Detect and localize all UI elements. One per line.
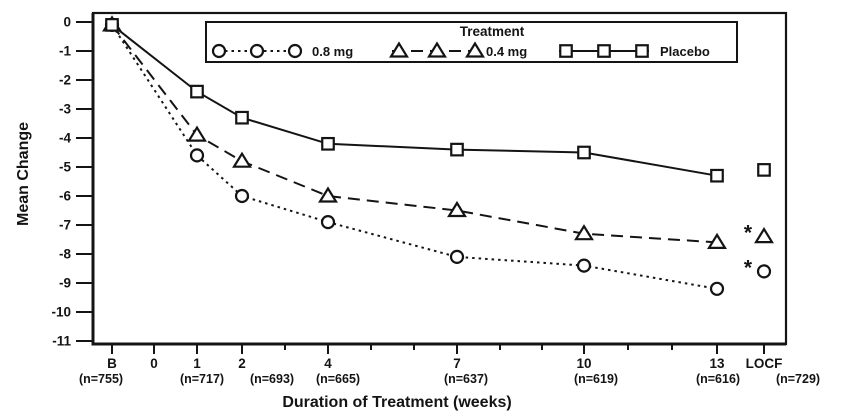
marker-0-4-mg [187, 125, 207, 142]
y-tick-label: -10 [51, 305, 71, 320]
marker-placebo [321, 136, 335, 151]
legend-marker-0-8-mg [211, 43, 227, 59]
legend-marker-placebo [635, 44, 649, 58]
x-tick-label: 0 [150, 356, 158, 371]
marker-0-8-mg [189, 148, 205, 163]
y-tick-label: 0 [63, 15, 71, 30]
locf-marker-0-4-mg [754, 227, 774, 244]
y-tick-label: -11 [52, 334, 71, 349]
sample-size-label: (n=755) [79, 372, 123, 386]
marker-0-8-mg [449, 249, 465, 264]
marker-0-8-mg [709, 281, 725, 296]
y-tick-label: -6 [59, 189, 71, 204]
x-tick-label: 4 [324, 356, 332, 371]
marker-placebo [105, 18, 119, 32]
locf-marker-0-8-mg [756, 264, 772, 279]
legend-marker-0-4-mg [427, 41, 447, 58]
legend-marker-placebo [597, 44, 611, 58]
marker-0-8-mg [234, 188, 250, 204]
legend-label-0-8-mg: 0.8 mg [312, 44, 353, 59]
significance-asterisk-0-4-mg: * [744, 222, 753, 245]
marker-0-4-mg [318, 186, 338, 203]
marker-0-4-mg [447, 200, 467, 218]
marker-0-8-mg [576, 258, 592, 273]
series-line-0-4-mg [111, 24, 718, 244]
legend-marker-placebo [559, 44, 573, 58]
sample-size-label: (n=665) [316, 372, 360, 386]
y-tick-label: -8 [59, 247, 71, 262]
legend-title: Treatment [460, 24, 525, 39]
legend-marker-0-4-mg [389, 41, 409, 58]
locf-marker-placebo [757, 163, 771, 177]
x-tick-label: 7 [453, 356, 461, 371]
sample-size-label: (n=619) [574, 372, 618, 386]
sample-size-label: (n=616) [696, 372, 740, 386]
legend-label-0-4-mg: 0.4 mg [486, 44, 527, 59]
legend-marker-0-8-mg [249, 43, 265, 59]
y-tick-label: -7 [59, 218, 71, 233]
significance-asterisk-0-8-mg: * [744, 256, 753, 279]
x-tick-label: B [107, 356, 117, 371]
marker-placebo [710, 168, 724, 183]
plot-layer: 0 -1 -2 -3 -4 -5 -6 -7 -8 -9 -10 -11 B(n=755) 0 1(n=71… [51, 11, 820, 386]
marker-placebo [235, 110, 249, 125]
x-tick-label: 1 [193, 356, 201, 371]
y-tick-label: -3 [59, 102, 71, 117]
sample-size-label: (n=729) [776, 372, 820, 386]
marker-0-8-mg [320, 215, 336, 230]
x-tick-label: 10 [576, 356, 591, 371]
y-tick-label: -2 [59, 73, 71, 88]
sample-size-label: (n=637) [444, 372, 488, 386]
sample-size-label: (n=693) [250, 372, 294, 386]
marker-placebo [190, 84, 204, 99]
legend-marker-0-8-mg [287, 43, 303, 59]
x-tick-label: 2 [238, 356, 246, 371]
marker-placebo [577, 145, 591, 160]
x-axis-title: Duration of Treatment (weeks) [282, 394, 511, 411]
sample-size-label: (n=717) [180, 372, 224, 386]
y-tick-label: -1 [59, 44, 71, 59]
y-tick-label: -4 [59, 131, 71, 146]
y-tick-label: -9 [59, 276, 71, 291]
x-tick-label: LOCF [746, 356, 783, 371]
legend-marker-0-4-mg [465, 41, 485, 58]
legend-label-placebo: Placebo [660, 44, 710, 59]
marker-placebo [450, 142, 464, 157]
marker-0-4-mg [707, 232, 727, 249]
legend-box [205, 21, 738, 63]
y-axis-title: Mean Change [15, 122, 32, 226]
marker-0-4-mg [232, 151, 252, 168]
marker-0-4-mg [574, 224, 594, 241]
y-tick-label: -5 [59, 160, 71, 175]
x-tick-label: 13 [709, 356, 725, 371]
